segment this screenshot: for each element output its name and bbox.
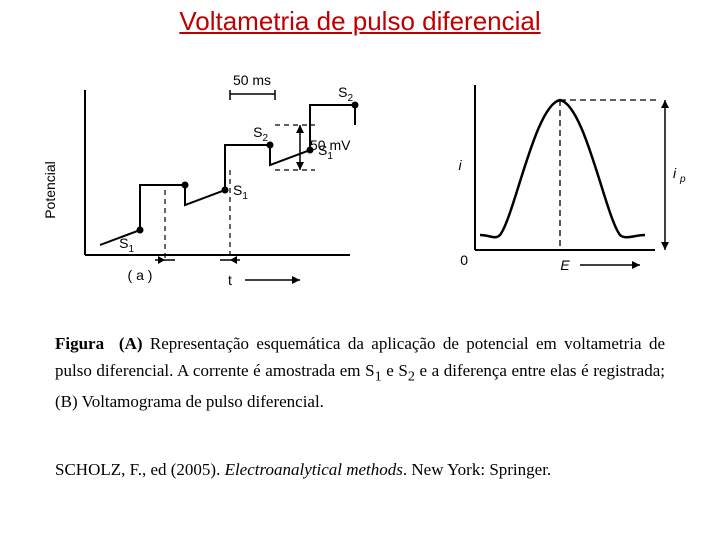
- fig-b-ip-arrow-up: [661, 100, 669, 108]
- svg-text:S1: S1: [119, 235, 134, 255]
- ref-author: SCHOLZ, F., ed (2005).: [55, 460, 225, 479]
- figure-container: Potencial 50 ms 50 m: [30, 60, 690, 290]
- fig-a-pulse-width-label: 50 ms: [233, 72, 271, 88]
- fig-a-panel-label: ( a ): [128, 267, 153, 283]
- page-title: Voltametria de pulso diferencial: [0, 6, 720, 37]
- svg-text:S2: S2: [338, 84, 353, 104]
- caption-sub2: 2: [408, 369, 415, 385]
- svg-text:S2: S2: [253, 124, 268, 144]
- fig-b-ylabel: i: [458, 157, 462, 173]
- fig-b-ip-arrow-down: [661, 242, 669, 250]
- ref-rest: . New York: Springer.: [403, 460, 551, 479]
- reference-line: SCHOLZ, F., ed (2005). Electroanalytical…: [55, 460, 665, 480]
- svg-text:S1: S1: [233, 182, 248, 202]
- fig-a-waveform: [100, 102, 359, 246]
- fig-b-curve: [480, 100, 645, 237]
- ref-title: Electroanalytical methods: [225, 460, 403, 479]
- fig-a-ylabel: Potencial: [42, 161, 58, 219]
- caption-label: (A): [119, 334, 143, 353]
- fig-b-zero-label: 0: [460, 252, 468, 268]
- fig-a-xlabel: t: [228, 272, 232, 288]
- fig-a-pulse-height-indicator: 50 mV: [275, 125, 351, 170]
- fig-a-x-arrow-head: [292, 276, 300, 284]
- fig-b-x-arrow-head: [632, 261, 640, 269]
- caption-text2: e S: [382, 361, 408, 380]
- figure-svg: Potencial 50 ms 50 m: [30, 60, 690, 290]
- figure-b: i 0 i p E: [458, 85, 686, 273]
- fig-b-xlabel: E: [560, 257, 570, 273]
- fig-b-ip-label: i p: [673, 165, 686, 185]
- caption-sub1: 1: [375, 369, 382, 385]
- fig-a-pulse-width-bracket: 50 ms: [230, 72, 275, 100]
- fig-a-sample-labels: S1S2S1S2S1: [119, 84, 353, 255]
- figure-a: Potencial 50 ms 50 m: [42, 72, 359, 288]
- caption-lead: Figura: [55, 334, 104, 353]
- figure-caption: Figura (A) Representação esquemática da …: [55, 330, 665, 415]
